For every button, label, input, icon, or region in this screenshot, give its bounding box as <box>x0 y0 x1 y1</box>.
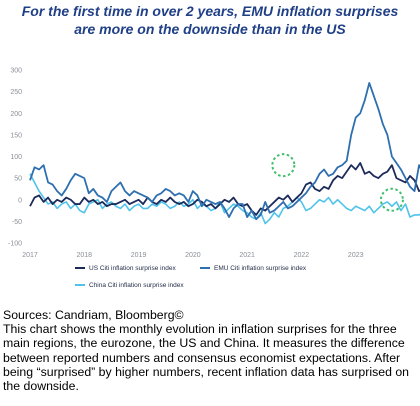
x-tick-label: 2020 <box>185 252 201 259</box>
y-tick-label: -100 <box>8 241 22 248</box>
sources-text: Sources: Candriam, Bloomberg© <box>3 308 184 322</box>
y-axis: -100 -50 0 50 100 150 200 250 300 <box>8 68 22 248</box>
chart-title: For the first time in over 2 years, EMU … <box>0 2 420 38</box>
x-tick-label: 2023 <box>348 252 364 259</box>
x-tick-label: 2017 <box>22 252 38 259</box>
legend-label: US Citi inflation surprise index <box>89 265 176 272</box>
highlight-circle <box>379 187 404 212</box>
title-line-1: For the first time in over 2 years, EMU … <box>21 3 399 19</box>
title-line-2: are more on the downside than in the US <box>74 21 346 37</box>
series-line-us <box>29 162 420 216</box>
x-tick-label: 2018 <box>76 252 92 259</box>
description-text: This chart shows the monthly evolution i… <box>3 322 410 394</box>
legend-label: China Citi inflation surprise index <box>89 282 184 289</box>
highlight-circle <box>271 153 296 178</box>
series-lines <box>29 82 420 225</box>
footer: Sources: Candriam, Bloomberg© This chart… <box>3 308 415 393</box>
legend-label: EMU Citi inflation surprise index <box>214 265 307 272</box>
y-tick-label: 100 <box>10 154 22 161</box>
y-tick-label: 0 <box>18 197 22 204</box>
x-tick-label: 2021 <box>239 252 255 259</box>
legend: US Citi inflation surprise index EMU Citi… <box>75 265 307 289</box>
y-tick-label: 50 <box>14 176 22 183</box>
y-tick-label: 150 <box>10 132 22 139</box>
y-tick-label: 300 <box>10 68 22 75</box>
y-tick-label: -50 <box>12 219 22 226</box>
y-tick-label: 200 <box>10 111 22 118</box>
x-tick-label: 2019 <box>131 252 147 259</box>
series-line-emu <box>29 82 420 221</box>
x-tick-label: 2022 <box>294 252 310 259</box>
y-tick-label: 250 <box>10 89 22 96</box>
x-axis: 2017 2018 2019 2020 2021 2022 2023 <box>22 252 363 259</box>
